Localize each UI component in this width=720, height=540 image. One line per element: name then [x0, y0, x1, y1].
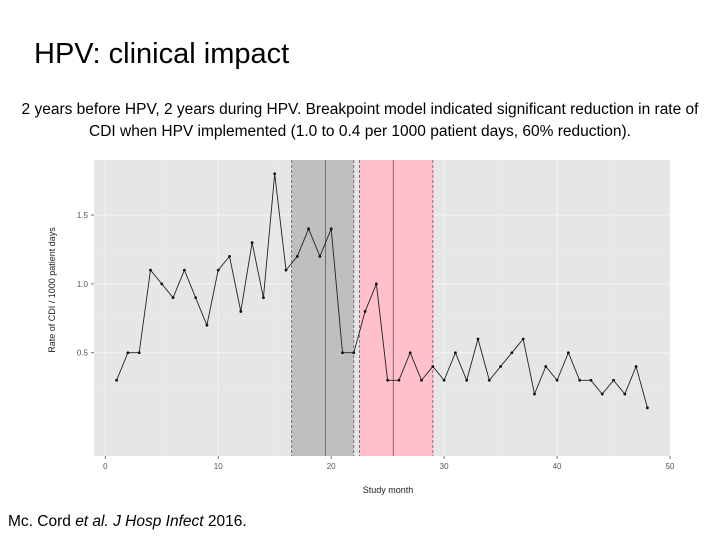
data-point [284, 268, 288, 272]
x-axis-ticks: 0 10 20 30 40 50 [103, 456, 675, 471]
shaded-region [291, 160, 354, 456]
data-point [555, 378, 559, 382]
data-point [318, 254, 322, 258]
data-point [115, 378, 118, 382]
series-line [116, 173, 648, 408]
data-point [228, 254, 231, 258]
data-point [454, 351, 457, 355]
citation-journal: et al. J Hosp Infect [75, 513, 204, 530]
data-point [363, 310, 367, 313]
y-tick-label: 1.5 [77, 211, 89, 220]
data-point [386, 378, 390, 382]
y-axis-label: Rate of CDI / 1000 patient days [47, 227, 57, 353]
y-axis-ticks: 0.5 1.0 1.5 [77, 211, 94, 358]
series-group [115, 172, 649, 410]
shaded-region [359, 160, 433, 456]
shaded-regions [291, 160, 433, 456]
x-tick-label: 30 [440, 462, 449, 471]
data-point [295, 254, 299, 258]
data-point [487, 378, 491, 382]
data-point [510, 351, 514, 355]
data-point [352, 351, 356, 355]
data-point [273, 172, 277, 176]
data-point [476, 337, 480, 341]
data-point [623, 392, 627, 396]
data-point [544, 365, 548, 368]
data-point [646, 406, 649, 410]
data-point [194, 296, 198, 300]
data-point [239, 310, 243, 313]
slide-subtitle: 2 years before HPV, 2 years during HPV. … [21, 101, 699, 140]
data-point [341, 351, 344, 355]
data-point [126, 351, 130, 355]
y-tick-label: 0.5 [77, 349, 89, 358]
data-point [374, 282, 378, 286]
data-point [137, 351, 141, 355]
x-tick-label: 50 [666, 462, 675, 471]
data-point [171, 296, 175, 300]
data-point [397, 378, 401, 382]
data-point [420, 378, 423, 382]
data-point [600, 392, 604, 396]
data-point [578, 378, 582, 382]
data-point [250, 241, 254, 245]
y-tick-label: 1.0 [77, 280, 89, 289]
x-tick-label: 40 [553, 462, 562, 471]
data-point [634, 365, 638, 368]
breakpoint-lines [291, 160, 434, 456]
citation-year: 2016. [203, 513, 247, 530]
slide-title: HPV: clinical impact [34, 38, 290, 70]
data-point [307, 227, 310, 231]
x-tick-label: 0 [103, 462, 108, 471]
data-point [431, 365, 435, 368]
data-point [408, 351, 412, 355]
citation-author: Mc. Cord [8, 513, 76, 530]
x-tick-label: 10 [214, 462, 223, 471]
data-point [149, 268, 152, 272]
data-point [182, 268, 186, 272]
data-point [465, 378, 469, 382]
data-point [262, 296, 265, 300]
data-point [205, 323, 209, 327]
data-point [329, 227, 333, 231]
data-point [612, 378, 615, 382]
data-point [216, 268, 220, 272]
data-point [521, 337, 525, 341]
data-point [589, 378, 593, 382]
data-point [160, 282, 164, 286]
x-axis-label: Study month [363, 485, 414, 495]
data-point [499, 365, 502, 368]
data-point [533, 392, 536, 396]
data-point [442, 378, 446, 382]
citation: Mc. Cord et al. J Hosp Infect 2016. [8, 513, 247, 531]
data-point [566, 351, 570, 355]
x-tick-label: 20 [327, 462, 336, 471]
